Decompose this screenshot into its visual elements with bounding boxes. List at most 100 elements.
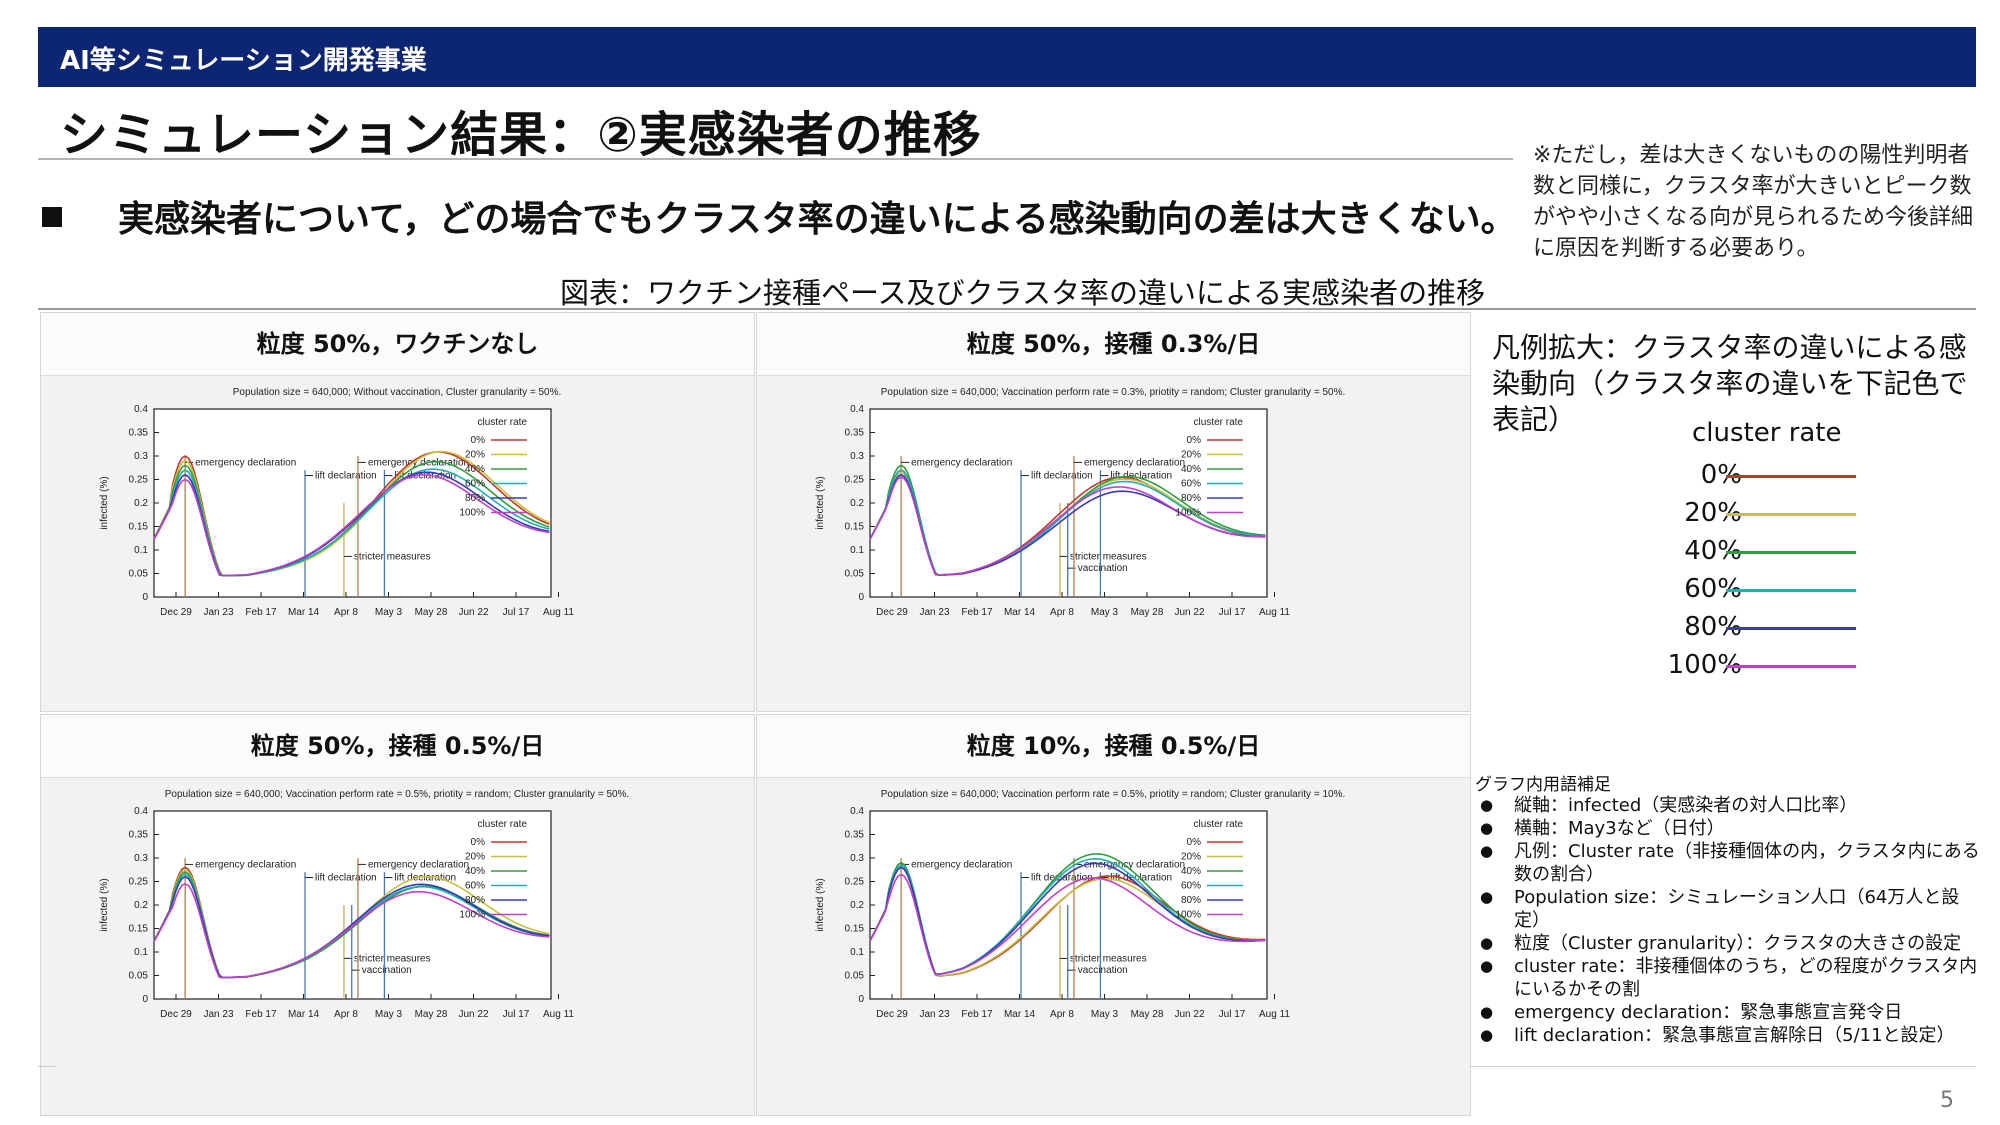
y-tick-label: 0.05 [129, 569, 149, 580]
y-tick-label: 0.3 [850, 451, 864, 462]
legend-zoom-heading: 凡例拡大：クラスタ率の違いによる感染動向（クラスタ率の違いを下記色で表記） [1492, 331, 1968, 436]
x-tick-label: Aug 11 [543, 1009, 574, 1020]
y-tick-label: 0.2 [850, 900, 864, 911]
panel-title: 粒度 50%，接種 0.5%/日 [41, 715, 754, 778]
legend-swatch [1726, 589, 1856, 592]
y-tick-label: 0.05 [845, 569, 865, 580]
event-label: stricter measures [354, 953, 431, 964]
y-tick-label: 0.4 [134, 806, 148, 817]
x-tick-label: May 3 [1091, 607, 1119, 618]
event-label: emergency declaration [368, 457, 469, 468]
x-tick-label: Aug 11 [1259, 1009, 1290, 1020]
glossary-item: 縦軸：infected（実感染者の対人口比率） [1480, 794, 1980, 817]
y-axis-label: infected (%) [99, 476, 110, 529]
x-tick-label: May 28 [1131, 607, 1164, 618]
chart-panel-1: 粒度 50%，ワクチンなし Population size = 640,000;… [40, 312, 755, 712]
x-tick-label: Apr 8 [1050, 607, 1074, 618]
legend-title: cluster rate [1194, 819, 1244, 830]
y-tick-label: 0.1 [134, 545, 148, 556]
legend-label: 80% [465, 895, 485, 906]
chart-panel-2: 粒度 50%，接種 0.3%/日 Population size = 640,0… [756, 312, 1471, 712]
main-bullet: 実感染者について，どの場合でもクラスタ率の違いによる感染動向の差は大きくない。 [42, 190, 1517, 242]
y-tick-label: 0.1 [850, 545, 864, 556]
y-tick-label: 0.25 [845, 475, 865, 486]
x-tick-label: May 3 [375, 1009, 403, 1020]
glossary-item: 粒度（Cluster granularity）：クラスタの大きさの設定 [1480, 932, 1980, 955]
legend-label: 60% [1181, 881, 1201, 892]
footer-divider [38, 1066, 56, 1067]
series-line [153, 474, 550, 577]
legend-swatch [1726, 665, 1856, 668]
event-label: lift declaration [394, 471, 456, 482]
x-tick-label: Dec 29 [160, 607, 192, 618]
glossary-divider [1470, 1066, 1976, 1067]
y-tick-label: 0.4 [850, 404, 864, 415]
legend-title: cluster rate [478, 417, 528, 428]
legend-item: 60% [1630, 574, 1870, 604]
y-tick-label: 0.3 [134, 853, 148, 864]
x-tick-label: May 28 [1131, 1009, 1164, 1020]
event-label: stricter measures [1070, 953, 1147, 964]
legend-swatch [1726, 513, 1856, 516]
y-tick-label: 0.15 [845, 522, 865, 533]
x-tick-label: Feb 17 [961, 607, 993, 618]
y-axis-label: infected (%) [815, 878, 826, 931]
y-tick-label: 0.25 [129, 475, 149, 486]
legend-item: 20% [1630, 498, 1870, 528]
event-label: vaccination [1078, 563, 1128, 574]
legend-item: 100% [1630, 650, 1870, 680]
glossary-item: Population size：シミュレーション人口（64万人と設定） [1480, 886, 1980, 932]
glossary-item: cluster rate：非接種個体のうち，どの程度がクラスタ内にいるかその割 [1480, 955, 1980, 1001]
chart-plot: Population size = 640,000; Vaccination p… [815, 387, 1345, 618]
series-line [153, 883, 550, 979]
event-label: lift declaration [315, 471, 377, 482]
x-tick-label: Jan 23 [203, 1009, 233, 1020]
legend-label: 20% [1181, 450, 1201, 461]
y-tick-label: 0 [858, 592, 864, 603]
figure-divider [38, 308, 1976, 310]
glossary-item: lift declaration：緊急事態宣言解除日（5/11と設定） [1480, 1024, 1980, 1047]
x-tick-label: May 28 [415, 1009, 448, 1020]
y-tick-label: 0.35 [129, 830, 149, 841]
legend-label: 40% [465, 464, 485, 475]
chart-title: Population size = 640,000; Vaccination p… [881, 789, 1346, 800]
x-tick-label: Dec 29 [160, 1009, 192, 1020]
y-tick-label: 0.3 [134, 451, 148, 462]
glossary-list: 縦軸：infected（実感染者の対人口比率） 横軸：May3など（日付） 凡例… [1480, 794, 1980, 1047]
glossary-item: emergency declaration：緊急事態宣言発令日 [1480, 1001, 1980, 1024]
y-tick-label: 0.35 [845, 428, 865, 439]
legend-label: 100% [1175, 910, 1201, 921]
x-tick-label: Jul 17 [503, 1009, 530, 1020]
banner-text: AI等シミュレーション開発事業 [60, 46, 427, 76]
y-tick-label: 0.15 [845, 924, 865, 935]
legend-label: 40% [465, 866, 485, 877]
x-tick-label: Jun 22 [458, 607, 488, 618]
series-line [869, 873, 1266, 976]
legend-label: 40% [1181, 464, 1201, 475]
x-tick-label: Feb 17 [245, 607, 277, 618]
panel-title: 粒度 50%，ワクチンなし [41, 313, 754, 376]
legend-zoom-title: cluster rate [1692, 418, 1842, 448]
chart-panel-3: 粒度 50%，接種 0.5%/日 Population size = 640,0… [40, 714, 755, 1116]
glossary-item: 凡例：Cluster rate（非接種個体の内，クラスタ内にある数の割合） [1480, 840, 1980, 886]
legend-label: 100% [459, 910, 485, 921]
glossary-heading: グラフ内用語補足 [1475, 775, 1611, 795]
x-tick-label: Apr 8 [334, 607, 358, 618]
x-tick-label: Dec 29 [876, 1009, 908, 1020]
event-label: lift declaration [315, 873, 377, 884]
x-tick-label: Dec 29 [876, 607, 908, 618]
legend-zoom: cluster rate 0% 20% 40% 60% 80% 100% [1630, 418, 1870, 688]
y-axis-label: infected (%) [99, 878, 110, 931]
y-tick-label: 0.4 [850, 806, 864, 817]
event-label: emergency declaration [1084, 457, 1185, 468]
y-tick-label: 0.4 [134, 404, 148, 415]
legend-label: 0% [1187, 837, 1202, 848]
y-tick-label: 0.1 [134, 947, 148, 958]
x-tick-label: Feb 17 [961, 1009, 993, 1020]
plot-area [153, 810, 552, 1000]
y-tick-label: 0.2 [134, 900, 148, 911]
x-tick-label: May 28 [415, 607, 448, 618]
panel-title: 粒度 50%，接種 0.3%/日 [757, 313, 1470, 376]
side-note: ※ただし，差は大きくないものの陽性判明者数と同様に，クラスタ率が大きいとピーク数… [1533, 143, 1974, 261]
legend-item: 80% [1630, 612, 1870, 642]
